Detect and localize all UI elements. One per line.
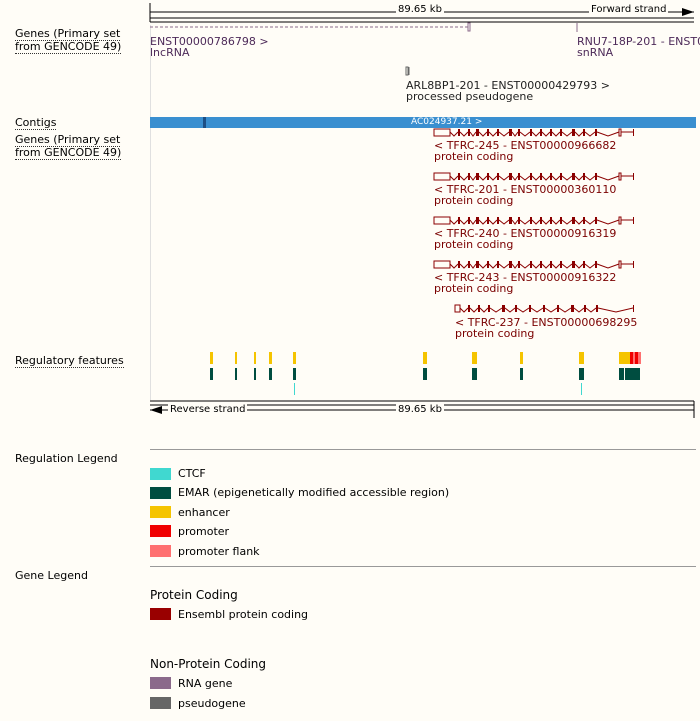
genome-browser-view: { "scale": { "length_label": "89.65 kb",…: [0, 0, 700, 721]
legend-swatch-promoter: [150, 525, 171, 537]
top-gene-glyphs: [148, 20, 700, 80]
transcript-biotype: protein coding: [434, 195, 513, 207]
track-label-genes-top[interactable]: Genes (Primary set from GENCODE 49): [15, 27, 130, 53]
track-label-contigs[interactable]: Contigs: [15, 116, 56, 129]
transcript-biotype: protein coding: [455, 328, 534, 340]
bottom-scale-length: 89.65 kb: [396, 404, 444, 415]
regulation-legend-title: Regulation Legend: [15, 452, 118, 465]
legend-divider: [150, 566, 696, 567]
track-area-border: [150, 25, 151, 400]
contig-marker: [203, 117, 206, 128]
regulatory-features[interactable]: [150, 350, 696, 398]
legend-swatch-promoter-flank: [150, 545, 171, 557]
non-protein-coding-heading: Non-Protein Coding: [150, 657, 266, 671]
transcript-biotype: protein coding: [434, 239, 513, 251]
top-scale-length: 89.65 kb: [396, 4, 444, 15]
legend-label-enhancer: enhancer: [178, 506, 230, 519]
protein-coding-heading: Protein Coding: [150, 588, 238, 602]
legend-divider: [150, 449, 696, 450]
legend-label-ctcf: CTCF: [178, 467, 206, 480]
legend-label-promoter-flank: promoter flank: [178, 545, 260, 558]
gene-legend-title: Gene Legend: [15, 569, 88, 582]
legend-swatch-protein-coding: [150, 608, 171, 620]
gene-snrna-biotype: snRNA: [577, 47, 613, 59]
legend-label-protein-coding: Ensembl protein coding: [178, 608, 308, 621]
track-label-regulatory[interactable]: Regulatory features: [15, 354, 124, 367]
legend-label-pseudogene: pseudogene: [178, 697, 246, 710]
transcript-biotype: protein coding: [434, 151, 513, 163]
reverse-strand-label: Reverse strand: [168, 404, 247, 415]
gene-lncrna-biotype: lncRNA: [150, 47, 189, 59]
legend-swatch-ctcf: [150, 468, 171, 480]
legend-label-rna-gene: RNA gene: [178, 677, 232, 690]
forward-strand-label: Forward strand: [589, 4, 668, 15]
legend-swatch-pseudogene: [150, 697, 171, 709]
legend-swatch-enhancer: [150, 506, 171, 518]
legend-label-emar: EMAR (epigenetically modified accessible…: [178, 486, 449, 499]
legend-label-promoter: promoter: [178, 525, 229, 538]
transcript-biotype: protein coding: [434, 283, 513, 295]
legend-swatch-rna-gene: [150, 677, 171, 689]
gene-pseudogene-biotype: processed pseudogene: [406, 91, 533, 103]
track-label-genes-bottom[interactable]: Genes (Primary set from GENCODE 49): [15, 133, 130, 159]
legend-swatch-emar: [150, 487, 171, 499]
